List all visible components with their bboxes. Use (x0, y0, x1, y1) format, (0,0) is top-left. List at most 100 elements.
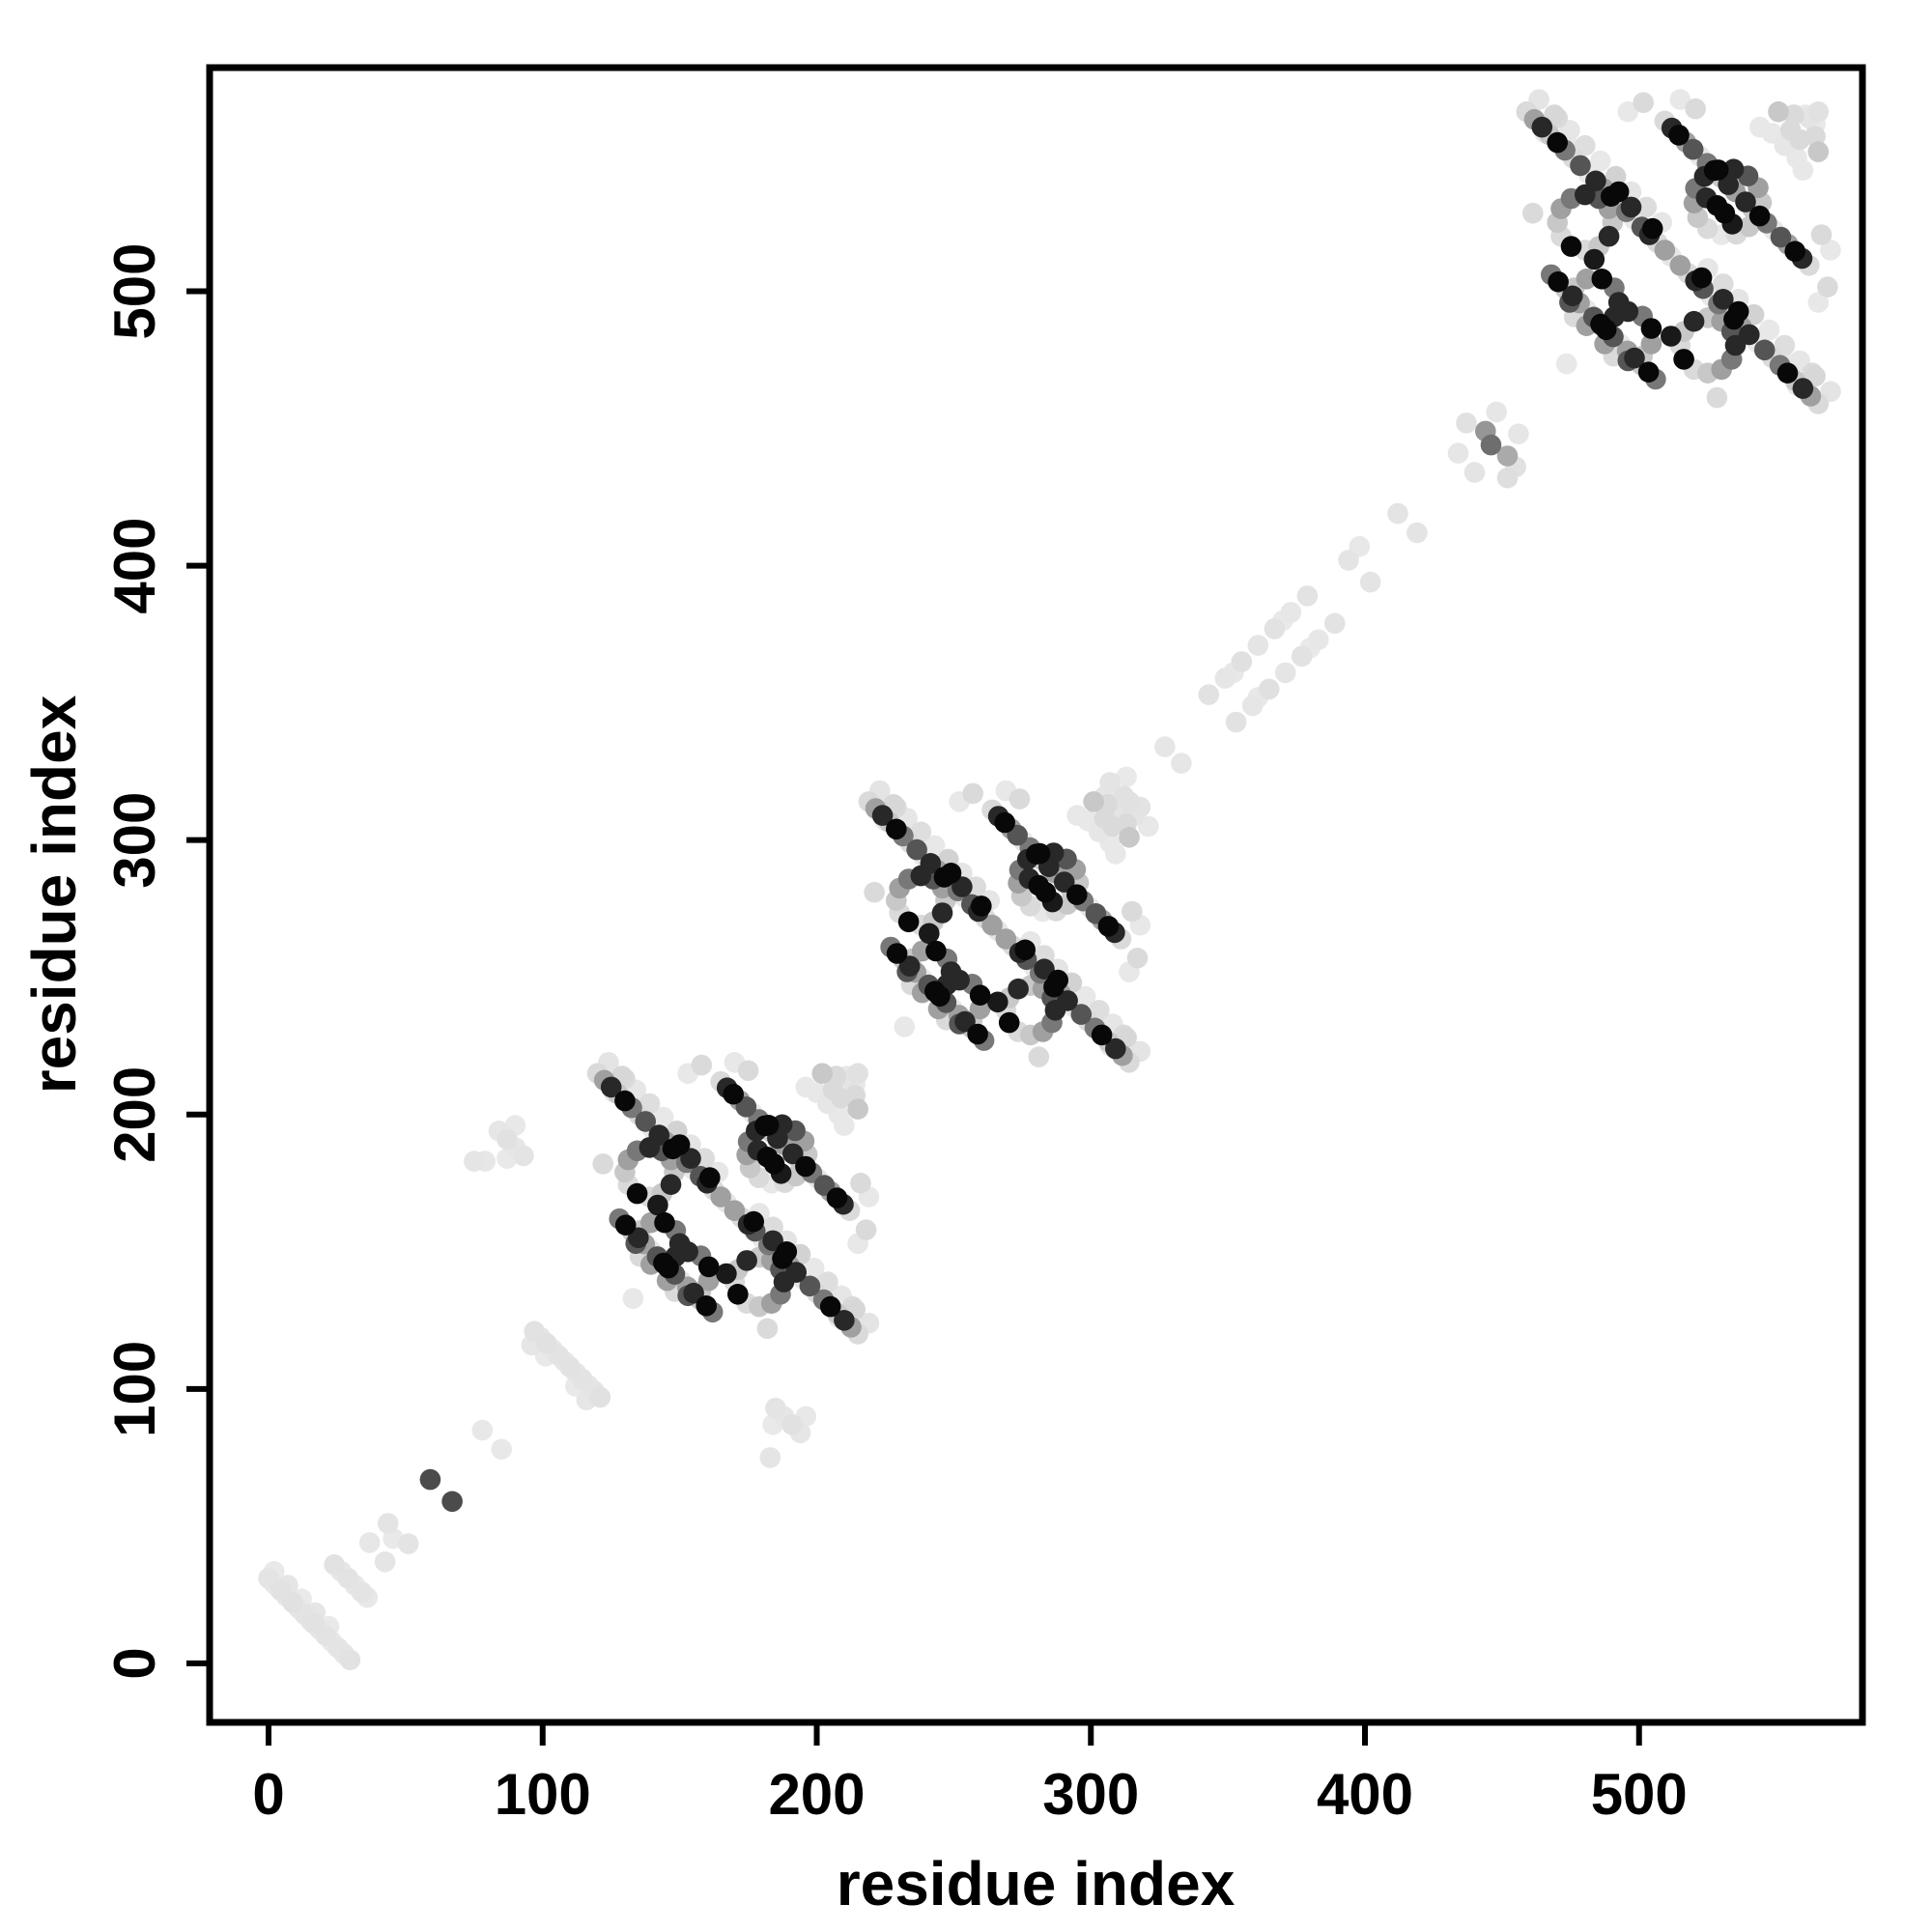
contact-point (1105, 1037, 1126, 1060)
contact-point (1258, 678, 1280, 700)
contact-point (1406, 522, 1428, 544)
y-tick-label: 500 (102, 242, 167, 339)
contact-point (847, 1063, 868, 1084)
contact-point (1171, 753, 1192, 774)
contact-point (1768, 100, 1789, 123)
contact-point (723, 1083, 744, 1105)
contact-point (1562, 285, 1583, 307)
x-tick-label: 400 (1317, 1762, 1413, 1827)
contact-point (1463, 462, 1486, 483)
x-tick-label: 500 (1591, 1762, 1688, 1827)
contact-point (971, 895, 992, 917)
contact-point (759, 1447, 781, 1468)
contact-point (654, 1211, 675, 1234)
contact-point (1066, 884, 1088, 905)
contact-point (639, 1137, 661, 1158)
contact-point (1640, 318, 1662, 339)
contact-point (464, 1151, 485, 1172)
y-axis-title: residue index (19, 695, 89, 1094)
contact-point (559, 1356, 581, 1378)
contact-point (737, 1060, 759, 1082)
contact-point (1820, 240, 1841, 261)
contact-point (1264, 618, 1286, 639)
contact-point (1387, 502, 1408, 525)
x-tick-label: 200 (768, 1762, 865, 1827)
contact-point (765, 1397, 786, 1419)
y-tick-label: 100 (102, 1341, 167, 1437)
contact-point (1617, 100, 1639, 123)
contact-point (1727, 300, 1749, 323)
contact-point (847, 1098, 868, 1120)
contact-point (1583, 248, 1605, 270)
contact-point (1047, 969, 1068, 991)
contact-point (1713, 273, 1734, 295)
contact-point (1338, 550, 1359, 571)
contact-point (1654, 240, 1676, 261)
contact-point (1690, 267, 1713, 289)
contact-point (668, 1134, 691, 1155)
contact-point (1792, 378, 1814, 399)
contact-point (397, 1533, 419, 1554)
contact-point (1807, 292, 1830, 313)
contact-point (1661, 326, 1682, 347)
contact-point (776, 1241, 798, 1263)
contact-point (691, 1054, 713, 1076)
contact-point (795, 1155, 816, 1178)
contact-point (850, 1173, 871, 1194)
contact-point (1113, 785, 1135, 807)
contact-point (1722, 158, 1745, 180)
contact-point (600, 1076, 622, 1098)
contact-point (1456, 412, 1477, 434)
contact-point (1154, 736, 1176, 757)
contact-point (377, 1513, 399, 1534)
x-tick-label: 0 (252, 1762, 284, 1827)
contact-point (513, 1145, 534, 1167)
contact-point (660, 1174, 682, 1195)
contact-point (374, 1551, 396, 1573)
contact-point (1099, 772, 1121, 793)
contact-point (1682, 138, 1704, 160)
contact-point (635, 1111, 656, 1132)
contact-point (1598, 225, 1620, 247)
contact-point (1198, 684, 1220, 705)
contact-point (1807, 141, 1830, 162)
contact-point (819, 1295, 841, 1318)
contact-point (1083, 791, 1104, 812)
contact-point (1635, 196, 1658, 218)
contact-point (763, 1153, 785, 1175)
contact-point (1810, 224, 1833, 245)
axis-ticks (186, 288, 1642, 1746)
contact-point (471, 1419, 494, 1441)
plot-border (206, 64, 1866, 1726)
contact-point (834, 1310, 855, 1331)
contact-point (781, 1414, 803, 1435)
contact-point (736, 1250, 757, 1271)
contact-point (1758, 319, 1780, 341)
y-tick-label: 0 (102, 1647, 167, 1679)
contact-point (1241, 695, 1264, 717)
contact-point (1668, 125, 1690, 146)
x-tick-label: 100 (495, 1762, 591, 1827)
contact-point (716, 1263, 737, 1285)
contact-point (994, 811, 1015, 834)
contact-point (1724, 334, 1747, 356)
contact-point (864, 881, 885, 903)
contact-point (1496, 445, 1519, 467)
contact-point (1817, 276, 1838, 298)
y-tick-label: 300 (102, 792, 167, 889)
contact-point (1009, 788, 1031, 810)
contact-point (954, 1010, 976, 1033)
contact-point (1074, 985, 1096, 1008)
contact-point (497, 1128, 518, 1151)
contact-point (931, 902, 953, 923)
contact-point (987, 991, 1009, 1013)
contact-point (1713, 289, 1734, 310)
contact-point (1053, 871, 1075, 893)
contact-point (923, 835, 946, 857)
contact-point (339, 1649, 361, 1670)
contact-point (697, 1256, 720, 1278)
contact-point (1122, 900, 1143, 923)
contact-point (1620, 196, 1642, 218)
contact-point (1548, 270, 1569, 293)
contact-point (898, 955, 921, 977)
